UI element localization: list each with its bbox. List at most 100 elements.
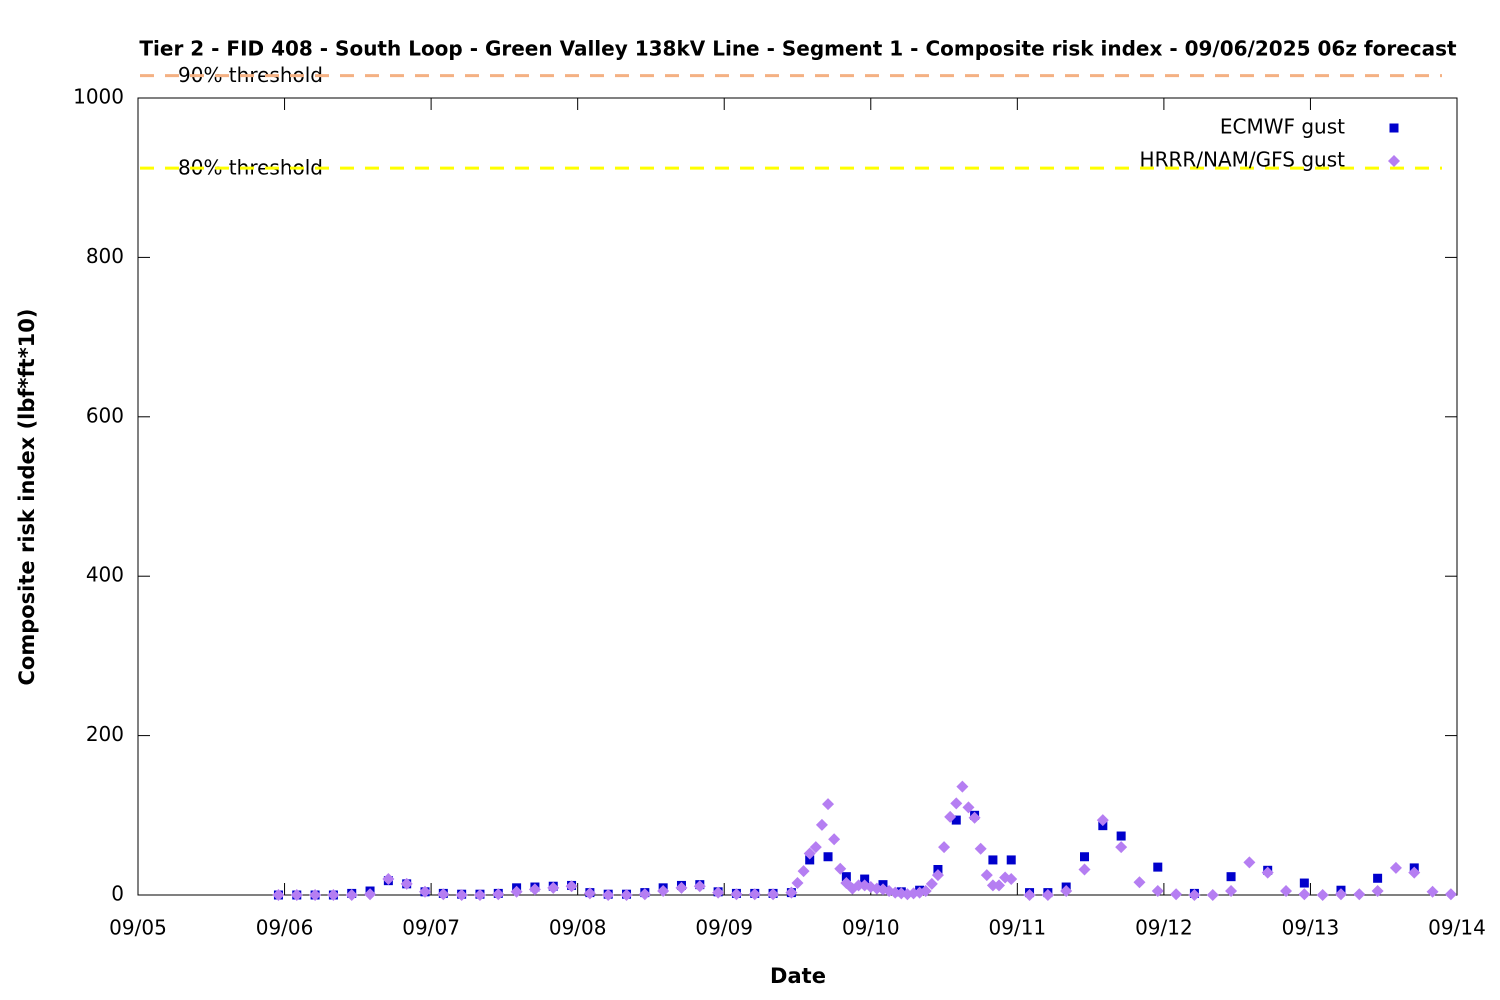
x-tick-label: 09/11 [989, 916, 1047, 940]
point [1006, 855, 1016, 865]
x-axis-label: Date [770, 964, 826, 988]
legend-marker [1388, 155, 1400, 167]
point [1334, 888, 1347, 901]
point [1133, 876, 1146, 889]
point [1078, 863, 1091, 876]
x-tick-label: 09/07 [402, 916, 460, 940]
point [938, 841, 951, 854]
y-axis-label: Composite risk index (lbf*ft*10) [15, 308, 39, 685]
point [944, 810, 957, 823]
point [986, 879, 999, 892]
point [828, 833, 841, 846]
point [1280, 885, 1293, 898]
point [419, 885, 432, 898]
point [988, 855, 998, 865]
point [1316, 889, 1329, 901]
point [327, 889, 340, 901]
point [931, 869, 944, 882]
chart-title: Tier 2 - FID 408 - South Loop - Green Va… [139, 37, 1457, 61]
point [400, 877, 413, 890]
point [272, 889, 285, 901]
point [785, 886, 798, 899]
point [1389, 861, 1402, 874]
point [309, 889, 322, 901]
y-tick-label: 0 [111, 882, 124, 906]
point [809, 841, 822, 854]
point [1023, 889, 1036, 901]
plot-frame [137, 97, 1458, 896]
x-tick-label: 09/14 [1428, 916, 1486, 940]
point [1151, 885, 1164, 898]
point [791, 877, 804, 890]
y-tick-label: 200 [86, 722, 124, 746]
point [1115, 841, 1128, 854]
point [1373, 873, 1383, 883]
point [1041, 889, 1054, 901]
point [1444, 888, 1457, 901]
point [1060, 885, 1073, 898]
point [712, 886, 725, 899]
point [620, 889, 633, 901]
point [1005, 873, 1018, 886]
point [1206, 889, 1219, 901]
point [993, 879, 1006, 892]
point [382, 873, 395, 886]
point [1243, 856, 1256, 869]
point [290, 889, 303, 901]
point [974, 842, 987, 855]
y-tick-label: 800 [86, 244, 124, 268]
point [919, 885, 932, 898]
point [583, 887, 596, 900]
point [925, 877, 938, 890]
point [693, 880, 706, 893]
point [547, 881, 560, 894]
point [1261, 866, 1274, 879]
point [748, 888, 761, 901]
point [1426, 885, 1439, 898]
point [1153, 862, 1163, 872]
point [956, 780, 969, 793]
point [492, 888, 505, 901]
point [730, 888, 743, 901]
x-tick-label: 09/13 [1282, 916, 1340, 940]
point [950, 797, 963, 810]
x-tick-label: 09/12 [1135, 916, 1193, 940]
x-tick-label: 09/06 [256, 916, 314, 940]
point [473, 889, 486, 901]
point [805, 855, 815, 865]
point [767, 888, 780, 901]
point [823, 852, 833, 862]
point [565, 880, 578, 893]
point [455, 889, 468, 901]
point [841, 872, 851, 882]
point [980, 869, 993, 882]
legend-label: HRRR/NAM/GFS gust [1140, 148, 1346, 172]
legend-label: ECMWF gust [1220, 115, 1345, 139]
point [968, 811, 981, 824]
point [1226, 872, 1236, 882]
point [803, 847, 816, 860]
y-tick-label: 400 [86, 563, 124, 587]
x-tick-label: 09/09 [695, 916, 753, 940]
y-tick-label: 1000 [73, 85, 124, 109]
point [860, 874, 870, 884]
point [1408, 866, 1421, 879]
point [345, 889, 358, 901]
point [602, 889, 615, 901]
point [528, 883, 541, 896]
point [1299, 878, 1309, 888]
point [822, 798, 835, 811]
point [1116, 831, 1126, 841]
x-tick-label: 09/10 [842, 916, 900, 940]
legend-marker [1389, 123, 1399, 133]
point [437, 888, 450, 901]
point [1298, 888, 1311, 901]
point [1225, 885, 1238, 898]
point [1096, 814, 1109, 827]
point [1353, 888, 1366, 901]
point [657, 885, 670, 898]
point [1170, 888, 1183, 901]
point [962, 801, 975, 814]
point [1188, 889, 1201, 901]
y-tick-label: 600 [86, 403, 124, 427]
